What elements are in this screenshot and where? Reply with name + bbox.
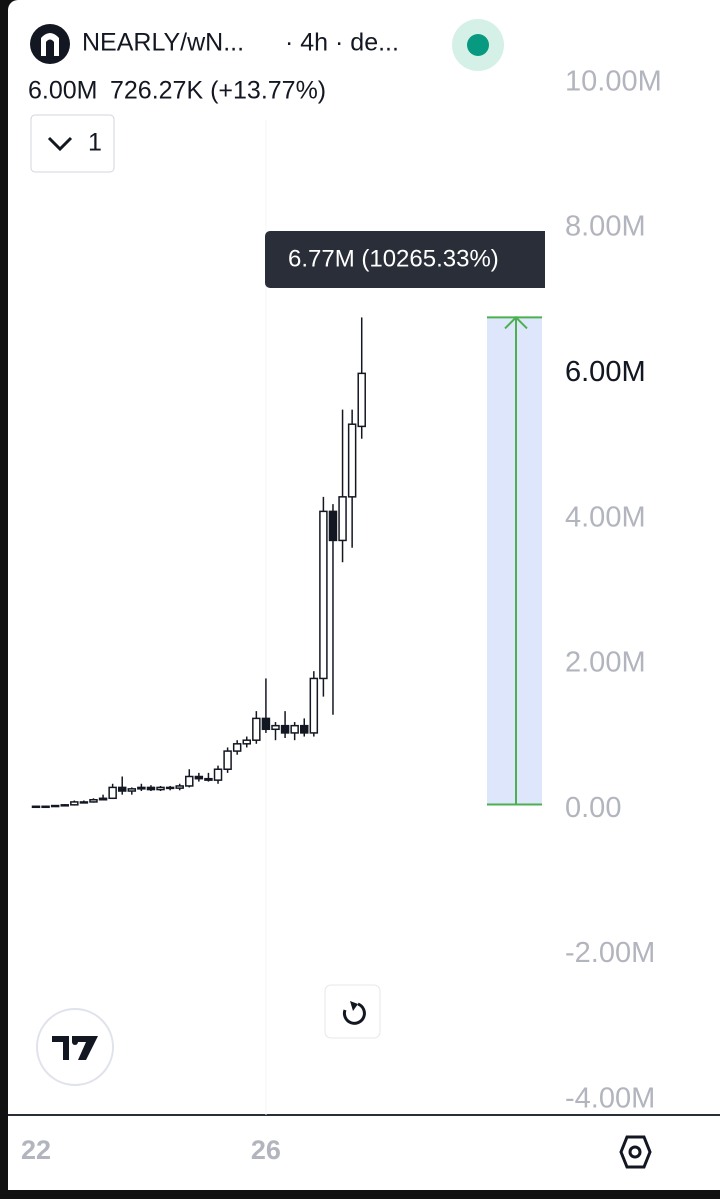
y-tick-label: -2.00M — [565, 937, 655, 969]
candle-body — [271, 724, 280, 731]
chevron — [47, 136, 73, 152]
reset-arrow — [350, 1001, 358, 1011]
last-price-label: 6.00M — [565, 356, 646, 388]
y-tick-label: 0.00 — [565, 792, 621, 824]
candle-body — [328, 510, 338, 542]
indicators-count: 1 — [88, 129, 102, 157]
settings-icon — [628, 1145, 642, 1159]
y-tick-label: 2.00M — [565, 647, 646, 679]
candle-body — [338, 496, 347, 542]
candle-body — [79, 801, 89, 804]
candle-body — [127, 788, 137, 792]
candle-body — [41, 805, 50, 809]
last-price: 6.00M — [28, 77, 97, 105]
candle-body — [223, 750, 232, 770]
logo-glyph — [41, 33, 59, 56]
candle-body — [98, 797, 108, 801]
candle-body — [309, 677, 319, 734]
measure-tooltip — [265, 231, 555, 288]
candle-body — [31, 805, 41, 809]
candle-body — [137, 786, 146, 790]
candle-body — [89, 798, 98, 803]
tv-logo[interactable] — [36, 1008, 114, 1086]
symbol[interactable]: NEARLY/wN... — [82, 29, 244, 57]
settings-button[interactable] — [619, 1135, 652, 1169]
measure-area — [487, 317, 542, 805]
candle-body — [185, 775, 194, 787]
change: 726.27K (+13.77%) — [110, 77, 326, 105]
candle-body — [290, 724, 299, 734]
tv-glyph — [52, 1036, 98, 1060]
y-tick-label: 4.00M — [565, 501, 646, 533]
indicators-toggle[interactable] — [30, 114, 115, 173]
x-tick-label: 22 — [21, 1135, 51, 1165]
candle-body — [204, 777, 213, 781]
candle-body — [70, 801, 79, 806]
candle-body — [347, 423, 357, 498]
measure-label: 6.77M (10265.33%) — [288, 245, 499, 272]
candle-body — [319, 510, 328, 680]
plot: 6.77M (10265.33%) -4.00M -2.00M 0.00 2.00M 4.… — [21, 60, 720, 1165]
candle-body — [60, 804, 69, 807]
candle-body — [175, 785, 184, 789]
candle-body — [261, 717, 271, 731]
y-tick-label: 10.00M — [565, 65, 662, 97]
candle-body — [213, 768, 223, 781]
y-tick-label: 8.00M — [565, 211, 646, 243]
candle-body — [156, 786, 165, 791]
candle-body — [50, 804, 60, 808]
candle-body — [242, 739, 252, 745]
candle-body — [280, 724, 290, 734]
candle-body — [299, 724, 309, 734]
candle-body — [232, 743, 242, 752]
candle-body — [146, 786, 156, 791]
x-tick-label: 26 — [251, 1135, 281, 1165]
candle-body — [357, 372, 366, 428]
measure-arrowhead — [504, 316, 528, 330]
candle-body — [165, 786, 175, 790]
y-tick-label: -4.00M — [565, 1082, 655, 1114]
reset-icon — [342, 1002, 366, 1025]
candle-body — [252, 717, 261, 741]
y-tick-label: 6.00M — [565, 356, 646, 388]
reset-button[interactable] — [324, 984, 381, 1039]
symbol-logo[interactable] — [30, 24, 70, 64]
candle-body — [194, 775, 204, 780]
candle-body — [117, 786, 127, 792]
tv-dot — [72, 1039, 78, 1045]
axis-bg — [545, 60, 720, 1110]
candle-body — [108, 786, 117, 800]
status-dot — [467, 34, 489, 56]
interval[interactable]: · 4h · de... — [285, 29, 399, 57]
